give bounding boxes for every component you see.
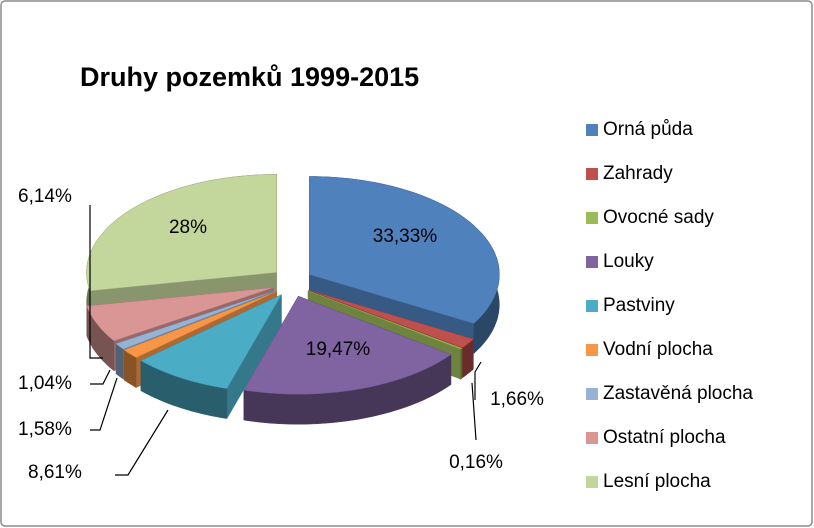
- data-label: 19,47%: [306, 339, 371, 360]
- data-label: 28%: [169, 217, 207, 238]
- legend: Orná půda Zahrady Ovocné sady Louky Pastviny…: [586, 119, 753, 492]
- slice: [115, 290, 276, 350]
- leader-line: [474, 361, 482, 400]
- leader-line: [471, 382, 477, 441]
- legend-label: Zastavěná plocha: [603, 383, 753, 404]
- legend-label: Pastviny: [603, 295, 675, 316]
- legend-swatch: [586, 168, 598, 180]
- leader-lines: [89, 205, 482, 476]
- data-label: 0,16%: [449, 452, 503, 473]
- legend-swatch: [586, 124, 598, 136]
- slice: [123, 291, 277, 358]
- leader-line: [90, 369, 111, 385]
- legend-label: Louky: [603, 251, 654, 272]
- legend-swatch: [586, 300, 598, 312]
- slice-rim: [115, 343, 124, 380]
- data-labels: 33,33% 1,66% 0,16% 19,47% 8,61% 1,58% 1,04% 6,1…: [18, 186, 544, 483]
- data-label: 1,04%: [18, 373, 72, 394]
- legend-swatch: [586, 476, 598, 488]
- leader-line: [115, 409, 169, 476]
- legend-label: Lesní plocha: [603, 471, 711, 492]
- legend-label: Ostatní plocha: [603, 427, 726, 448]
- legend-label: Orná půda: [603, 119, 693, 140]
- leader-line: [90, 377, 118, 431]
- data-label: 6,14%: [18, 186, 72, 207]
- slice: [243, 295, 452, 395]
- legend-swatch: [586, 256, 598, 268]
- data-label: 1,66%: [490, 389, 544, 410]
- legend-label: Vodní plocha: [603, 339, 713, 360]
- slice: [309, 176, 500, 324]
- data-label: 8,61%: [28, 462, 82, 483]
- pie: [86, 174, 500, 425]
- slice: [308, 289, 474, 348]
- legend-label: Zahrady: [603, 163, 673, 184]
- data-label: 1,58%: [18, 419, 72, 440]
- data-label: 33,33%: [373, 226, 438, 247]
- slice-rim: [460, 347, 463, 380]
- legend-swatch: [586, 212, 598, 224]
- leader-line: [89, 205, 103, 359]
- legend-label: Ovocné sady: [603, 207, 714, 228]
- legend-swatch: [586, 344, 598, 356]
- chart-title: Druhy pozemků 1999-2015: [80, 62, 419, 92]
- slice: [308, 290, 463, 350]
- slice: [86, 174, 277, 292]
- slice: [86, 287, 274, 342]
- slice: [140, 294, 283, 389]
- legend-swatch: [586, 388, 598, 400]
- legend-swatch: [586, 432, 598, 444]
